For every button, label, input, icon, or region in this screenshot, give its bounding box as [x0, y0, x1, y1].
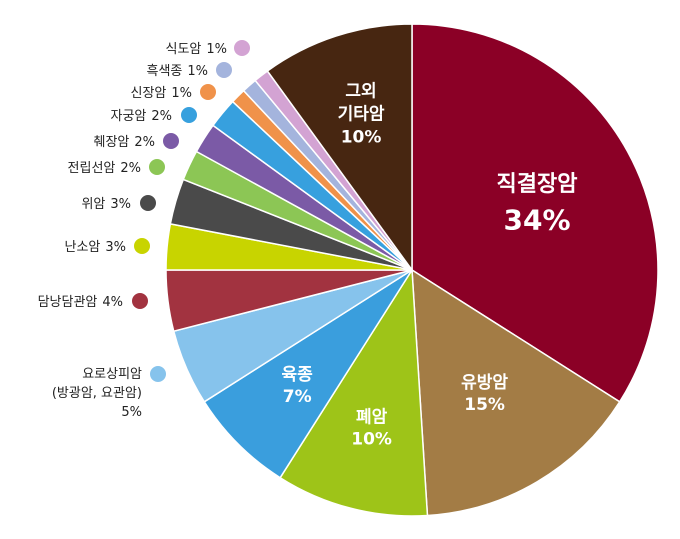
legend-dot: [200, 84, 216, 100]
legend-dot: [181, 107, 197, 123]
pie-slice: [411, 23, 659, 403]
legend-label: 흑색종 1%: [146, 64, 208, 79]
legend-dot: [150, 366, 166, 382]
legend-dot: [163, 133, 179, 149]
slice-label: 34%: [504, 203, 571, 236]
pie-outer-labels: 식도암 1% 흑색종 1% 신장암 1% 자궁암 2% 췌장암 2% 전립선암 2% 위암 3% 난소암 3%…: [38, 40, 250, 420]
legend-label: 신장암 1%: [130, 86, 192, 101]
slice-label: 직결장암: [497, 172, 578, 197]
pie-slice: [203, 269, 413, 479]
pie-slices: [165, 23, 659, 517]
legend-label: 난소암 3%: [64, 240, 126, 255]
legend-label: (방광암, 요관암): [52, 386, 142, 401]
legend-label: 식도암 1%: [165, 42, 227, 57]
legend-dot: [134, 238, 150, 254]
pie-slice: [266, 23, 413, 273]
slice-label: 폐암: [356, 407, 388, 427]
legend-label: 요로상피암: [82, 367, 142, 382]
pie-slice: [279, 267, 429, 517]
slice-label: 육종: [282, 365, 314, 385]
slice-label: 10%: [351, 429, 392, 449]
legend-label: 5%: [121, 405, 142, 420]
slice-label: 그외: [345, 81, 376, 101]
legend-label: 담낭담관암 4%: [38, 295, 123, 310]
legend-dot: [132, 293, 148, 309]
legend-label: 전립선암 2%: [68, 161, 141, 176]
legend-dot: [149, 159, 165, 175]
slice-label: 15%: [464, 395, 505, 415]
legend-label: 췌장암 2%: [93, 135, 155, 150]
slice-label: 7%: [283, 387, 312, 407]
legend-label: 위암 3%: [81, 197, 131, 212]
legend-dot: [234, 40, 250, 56]
legend-dot: [140, 195, 156, 211]
pie-slice: [411, 268, 621, 517]
legend-label: 자궁암 2%: [110, 109, 172, 124]
slice-label: 기타암: [338, 104, 385, 124]
legend-dot: [216, 62, 232, 78]
slice-label: 10%: [341, 127, 382, 147]
slice-label: 유방암: [461, 373, 508, 393]
